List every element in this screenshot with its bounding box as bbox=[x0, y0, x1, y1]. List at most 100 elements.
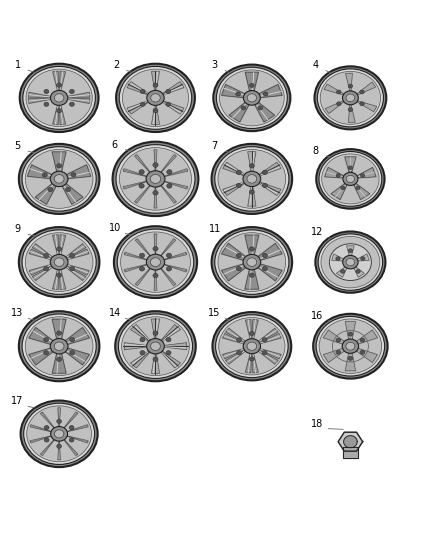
Polygon shape bbox=[67, 165, 91, 179]
Ellipse shape bbox=[263, 92, 268, 96]
Ellipse shape bbox=[336, 257, 340, 261]
Ellipse shape bbox=[250, 83, 254, 87]
Ellipse shape bbox=[262, 253, 267, 258]
Text: 3: 3 bbox=[212, 60, 218, 70]
Polygon shape bbox=[53, 105, 59, 125]
Polygon shape bbox=[35, 184, 56, 204]
Polygon shape bbox=[164, 343, 187, 350]
Polygon shape bbox=[22, 66, 96, 130]
Ellipse shape bbox=[360, 338, 365, 342]
Polygon shape bbox=[258, 244, 282, 260]
Polygon shape bbox=[119, 66, 192, 130]
Ellipse shape bbox=[57, 357, 62, 361]
Ellipse shape bbox=[54, 258, 64, 266]
Ellipse shape bbox=[247, 94, 257, 102]
Polygon shape bbox=[161, 269, 176, 286]
Polygon shape bbox=[252, 320, 258, 339]
Polygon shape bbox=[52, 319, 66, 339]
Ellipse shape bbox=[153, 163, 158, 167]
Polygon shape bbox=[29, 348, 53, 365]
Polygon shape bbox=[229, 102, 249, 122]
Ellipse shape bbox=[116, 144, 195, 213]
Polygon shape bbox=[67, 249, 89, 260]
Ellipse shape bbox=[356, 270, 360, 273]
Text: 1: 1 bbox=[14, 60, 21, 70]
Polygon shape bbox=[354, 184, 370, 199]
Polygon shape bbox=[258, 264, 282, 281]
Ellipse shape bbox=[336, 338, 341, 342]
Polygon shape bbox=[21, 230, 97, 295]
Polygon shape bbox=[162, 101, 184, 114]
Ellipse shape bbox=[57, 273, 62, 277]
Ellipse shape bbox=[314, 66, 386, 130]
Ellipse shape bbox=[70, 90, 74, 94]
Ellipse shape bbox=[316, 149, 385, 209]
Polygon shape bbox=[318, 151, 382, 207]
Ellipse shape bbox=[329, 244, 371, 280]
Text: 7: 7 bbox=[212, 141, 218, 151]
Ellipse shape bbox=[120, 148, 191, 210]
Ellipse shape bbox=[150, 174, 161, 183]
Polygon shape bbox=[21, 147, 97, 212]
Ellipse shape bbox=[24, 403, 95, 464]
Polygon shape bbox=[52, 353, 66, 373]
Ellipse shape bbox=[166, 266, 172, 271]
Ellipse shape bbox=[54, 342, 64, 351]
Polygon shape bbox=[123, 168, 147, 176]
Ellipse shape bbox=[249, 273, 254, 277]
Ellipse shape bbox=[70, 337, 74, 342]
Ellipse shape bbox=[236, 92, 240, 96]
Ellipse shape bbox=[247, 342, 257, 350]
Ellipse shape bbox=[343, 172, 358, 185]
Ellipse shape bbox=[139, 169, 144, 174]
Polygon shape bbox=[354, 267, 364, 277]
Ellipse shape bbox=[318, 69, 383, 127]
Polygon shape bbox=[248, 187, 256, 206]
Polygon shape bbox=[325, 101, 344, 114]
Ellipse shape bbox=[50, 254, 68, 270]
Ellipse shape bbox=[22, 230, 96, 294]
Polygon shape bbox=[161, 155, 177, 172]
Polygon shape bbox=[127, 101, 148, 114]
Polygon shape bbox=[53, 235, 59, 255]
Polygon shape bbox=[323, 330, 344, 344]
Ellipse shape bbox=[20, 64, 99, 132]
Polygon shape bbox=[64, 412, 78, 428]
Polygon shape bbox=[162, 82, 184, 95]
Ellipse shape bbox=[346, 342, 355, 350]
Polygon shape bbox=[135, 239, 150, 256]
Ellipse shape bbox=[237, 170, 241, 174]
Polygon shape bbox=[40, 440, 54, 456]
Ellipse shape bbox=[48, 187, 53, 192]
Polygon shape bbox=[357, 254, 369, 261]
Polygon shape bbox=[255, 102, 275, 122]
Text: 4: 4 bbox=[312, 60, 318, 70]
Ellipse shape bbox=[262, 351, 267, 354]
Polygon shape bbox=[357, 349, 378, 362]
Ellipse shape bbox=[54, 94, 64, 102]
Polygon shape bbox=[338, 432, 363, 451]
Ellipse shape bbox=[153, 246, 158, 251]
Ellipse shape bbox=[243, 171, 261, 187]
Polygon shape bbox=[67, 436, 88, 443]
Polygon shape bbox=[23, 403, 95, 465]
Polygon shape bbox=[21, 313, 97, 379]
Polygon shape bbox=[324, 84, 344, 95]
Ellipse shape bbox=[341, 186, 345, 190]
Ellipse shape bbox=[19, 311, 99, 381]
Ellipse shape bbox=[247, 175, 257, 183]
Polygon shape bbox=[161, 185, 177, 203]
Polygon shape bbox=[127, 82, 148, 95]
Polygon shape bbox=[66, 266, 86, 280]
Polygon shape bbox=[223, 162, 245, 176]
Polygon shape bbox=[53, 270, 59, 289]
Ellipse shape bbox=[57, 331, 62, 335]
Polygon shape bbox=[67, 92, 90, 98]
Ellipse shape bbox=[212, 227, 292, 297]
Ellipse shape bbox=[360, 102, 364, 106]
Text: 8: 8 bbox=[312, 146, 318, 156]
Ellipse shape bbox=[113, 142, 198, 216]
Ellipse shape bbox=[44, 253, 49, 258]
Ellipse shape bbox=[153, 331, 158, 335]
Ellipse shape bbox=[54, 175, 64, 183]
